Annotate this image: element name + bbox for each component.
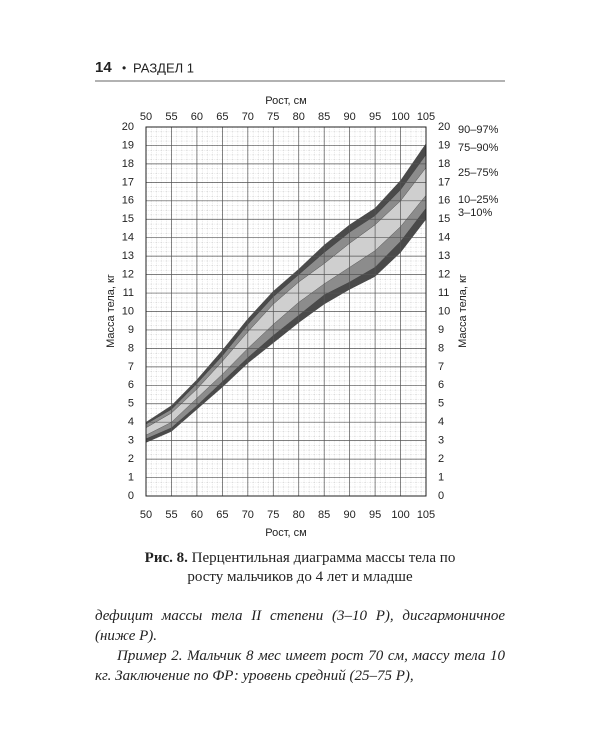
x-tick-label-bottom: 75 [267, 509, 279, 521]
y-tick-label-left: 4 [128, 416, 134, 428]
y-tick-label-right: 16 [438, 195, 450, 207]
x-tick-label-top: 85 [318, 111, 330, 123]
y-tick-label-right: 15 [438, 213, 450, 225]
y-tick-label-left: 7 [128, 361, 134, 373]
y-tick-label-left: 20 [122, 121, 134, 133]
section: РАЗДЕЛ 1 [133, 60, 194, 75]
y-tick-label-right: 14 [438, 232, 450, 244]
y-tick-label-left: 3 [128, 435, 134, 447]
band-label: 10–25% [458, 194, 499, 206]
y-tick-label-right: 8 [438, 342, 444, 354]
x-tick-label-top: 60 [191, 111, 203, 123]
y-tick-label-left: 19 [122, 139, 134, 151]
y-tick-label-left: 12 [122, 269, 134, 281]
y-tick-label-right: 17 [438, 176, 450, 188]
y-tick-label-left: 18 [122, 158, 134, 170]
x-tick-label-bottom: 65 [216, 509, 228, 521]
body-text: дефицит массы тела II степени (3–10 Р), … [95, 606, 505, 686]
y-tick-label-left: 13 [122, 250, 134, 262]
x-tick-label-bottom: 95 [369, 509, 381, 521]
paragraph: дефицит массы тела II степени (3–10 Р), … [95, 608, 505, 644]
y-tick-label-right: 6 [438, 379, 444, 391]
x-tick-label-bottom: 90 [344, 509, 356, 521]
x-axis-title-top: Рост, см [265, 95, 306, 107]
y-tick-label-right: 1 [438, 471, 444, 483]
y-tick-label-right: 20 [438, 121, 450, 133]
y-tick-label-right: 2 [438, 453, 444, 465]
y-tick-label-left: 0 [128, 490, 134, 502]
x-tick-label-bottom: 55 [165, 509, 177, 521]
paragraph: Пример 2. Мальчик 8 мес имеет рост 70 см… [95, 648, 505, 684]
y-tick-label-left: 11 [123, 287, 134, 299]
x-tick-label-top: 55 [165, 111, 177, 123]
band-label: 90–97% [458, 124, 499, 136]
y-tick-label-right: 7 [438, 361, 444, 373]
y-tick-label-left: 9 [128, 324, 134, 336]
x-tick-label-bottom: 60 [191, 509, 203, 521]
y-tick-label-right: 0 [438, 490, 444, 502]
caption-label: Рис. 8. [144, 550, 188, 566]
x-tick-label-bottom: 85 [318, 509, 330, 521]
y-tick-label-left: 16 [122, 195, 134, 207]
caption: Рис. 8. Перцентильная диаграмма массы те… [130, 549, 470, 587]
band-label: 75–90% [458, 142, 499, 154]
y-tick-label-right: 18 [438, 158, 450, 170]
band-label: 25–75% [458, 167, 499, 179]
y-tick-label-left: 1 [128, 471, 134, 483]
band-label: 3–10% [458, 207, 492, 219]
x-tick-label-top: 70 [242, 111, 254, 123]
y-tick-label-left: 5 [128, 398, 134, 410]
x-tick-label-top: 50 [140, 111, 152, 123]
x-axis-title-bottom: Рост, см [265, 527, 306, 539]
x-tick-label-top: 65 [216, 111, 228, 123]
x-tick-label-bottom: 105 [417, 509, 435, 521]
x-tick-label-top: 95 [369, 111, 381, 123]
y-tick-label-left: 8 [128, 342, 134, 354]
y-axis-title-left: Масса тела, кг [105, 274, 117, 348]
y-tick-label-right: 19 [438, 139, 450, 151]
y-tick-label-left: 14 [122, 232, 134, 244]
x-tick-label-top: 100 [391, 111, 409, 123]
y-tick-label-right: 9 [438, 324, 444, 336]
y-tick-label-right: 12 [438, 269, 450, 281]
bullet: • [122, 61, 126, 75]
x-tick-label-bottom: 50 [140, 509, 152, 521]
y-tick-label-right: 10 [438, 305, 450, 317]
y-tick-label-left: 10 [122, 305, 134, 317]
y-axis-title-right: Масса тела, кг [457, 274, 469, 348]
x-tick-label-top: 80 [293, 111, 305, 123]
y-tick-label-left: 17 [122, 176, 134, 188]
y-tick-label-left: 2 [128, 453, 134, 465]
x-tick-label-bottom: 70 [242, 509, 254, 521]
y-tick-label-left: 6 [128, 379, 134, 391]
x-tick-label-bottom: 80 [293, 509, 305, 521]
plot-frame [145, 126, 427, 497]
x-tick-label-top: 105 [417, 111, 435, 123]
caption-text: Перцентильная диаграмма массы тела по ро… [187, 550, 456, 585]
page-number: 14 [95, 59, 112, 76]
x-tick-label-top: 75 [267, 111, 279, 123]
y-tick-label-right: 3 [438, 435, 444, 447]
y-tick-label-right: 4 [438, 416, 444, 428]
y-tick-label-right: 11 [438, 287, 449, 299]
x-tick-label-top: 90 [344, 111, 356, 123]
y-tick-label-left: 15 [122, 213, 134, 225]
y-tick-label-right: 13 [438, 250, 450, 262]
chart: 14 • РАЗДЕЛ 1 Рост, см Рост, см Масса те… [95, 59, 505, 539]
x-tick-label-bottom: 100 [391, 509, 409, 521]
axes [145, 126, 427, 497]
y-tick-label-right: 5 [438, 398, 444, 410]
